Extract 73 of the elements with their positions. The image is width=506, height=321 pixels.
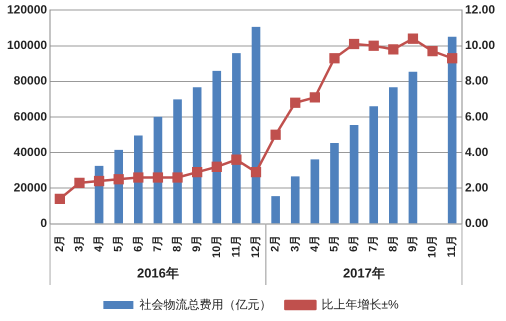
x-tick-label: 10月 (210, 234, 223, 258)
y-tick-label: 60000 (14, 109, 48, 124)
bar (212, 70, 222, 224)
bar (369, 106, 378, 224)
x-tick-label: 2月 (270, 234, 282, 252)
bar (271, 196, 280, 224)
point (54, 194, 65, 204)
x-tick-label: 11月 (446, 234, 458, 258)
x-tick-label: 9月 (406, 234, 419, 252)
point (427, 46, 438, 56)
x-tick-label: 5月 (328, 234, 340, 252)
bar (290, 176, 300, 224)
point (114, 174, 124, 184)
bar (310, 159, 320, 224)
bar (173, 99, 182, 224)
point (348, 38, 360, 50)
point (310, 92, 320, 103)
point (408, 34, 418, 44)
x-tick-label: 6月 (132, 234, 144, 252)
y2-tick-label: 12.00 (464, 2, 496, 17)
x-tick-label: 5月 (112, 234, 125, 252)
x-tick-label: 8月 (172, 234, 184, 252)
legend-label: 社会物流总费用（亿元） (139, 297, 272, 312)
x-tick-label: 4月 (308, 234, 321, 252)
y2-tick-label: 8.00 (464, 74, 489, 88)
point (133, 172, 144, 183)
bar (232, 53, 241, 224)
bar (350, 124, 358, 224)
bar (330, 142, 339, 224)
point (152, 172, 164, 183)
point (329, 53, 340, 64)
y-tick-label: 40000 (14, 144, 48, 159)
point (94, 176, 104, 186)
bar (448, 36, 456, 224)
y2-tick-label: 10.00 (464, 38, 496, 52)
point (231, 154, 242, 165)
point (250, 167, 262, 178)
y-tick-label: 0 (40, 216, 48, 230)
point (447, 53, 458, 64)
text: 2016年 (136, 266, 179, 281)
x-tick-label: 9月 (191, 234, 204, 252)
x-tick-label: 11月 (230, 234, 242, 258)
x-tick-label: 2月 (54, 234, 66, 252)
y2-tick-label: 4.00 (464, 144, 489, 159)
x-tick-label: 4月 (93, 234, 106, 252)
point (212, 162, 222, 172)
x-tick-label: 3月 (289, 234, 302, 252)
point (290, 98, 300, 108)
y-tick-label: 20000 (14, 180, 48, 194)
y-tick-label: 120000 (6, 2, 48, 17)
x-tick-label: 10月 (426, 234, 439, 258)
point (192, 167, 202, 178)
x-tick-label: 7月 (368, 234, 380, 252)
x-tick-label: 6月 (348, 234, 360, 252)
point (74, 178, 85, 188)
point (368, 40, 379, 51)
point (172, 172, 183, 183)
x-tick-label: 3月 (74, 234, 86, 252)
y-tick-label: 80000 (14, 74, 48, 88)
x-tick-label: 8月 (387, 234, 400, 252)
y2-tick-label: 0.00 (464, 216, 489, 230)
y2-tick-label: 6.00 (464, 109, 489, 124)
x-tick-label: 12月 (250, 234, 262, 258)
text: 2017年 (342, 266, 385, 281)
bar (252, 26, 260, 224)
bar (389, 87, 398, 224)
legend-label: 比上年增长±% (321, 297, 399, 312)
y-tick-label: 100000 (6, 38, 48, 52)
bar (408, 72, 418, 224)
x-tick-label: 7月 (152, 234, 164, 252)
point (388, 44, 398, 54)
point (270, 130, 281, 140)
y2-tick-label: 2.00 (464, 180, 489, 194)
